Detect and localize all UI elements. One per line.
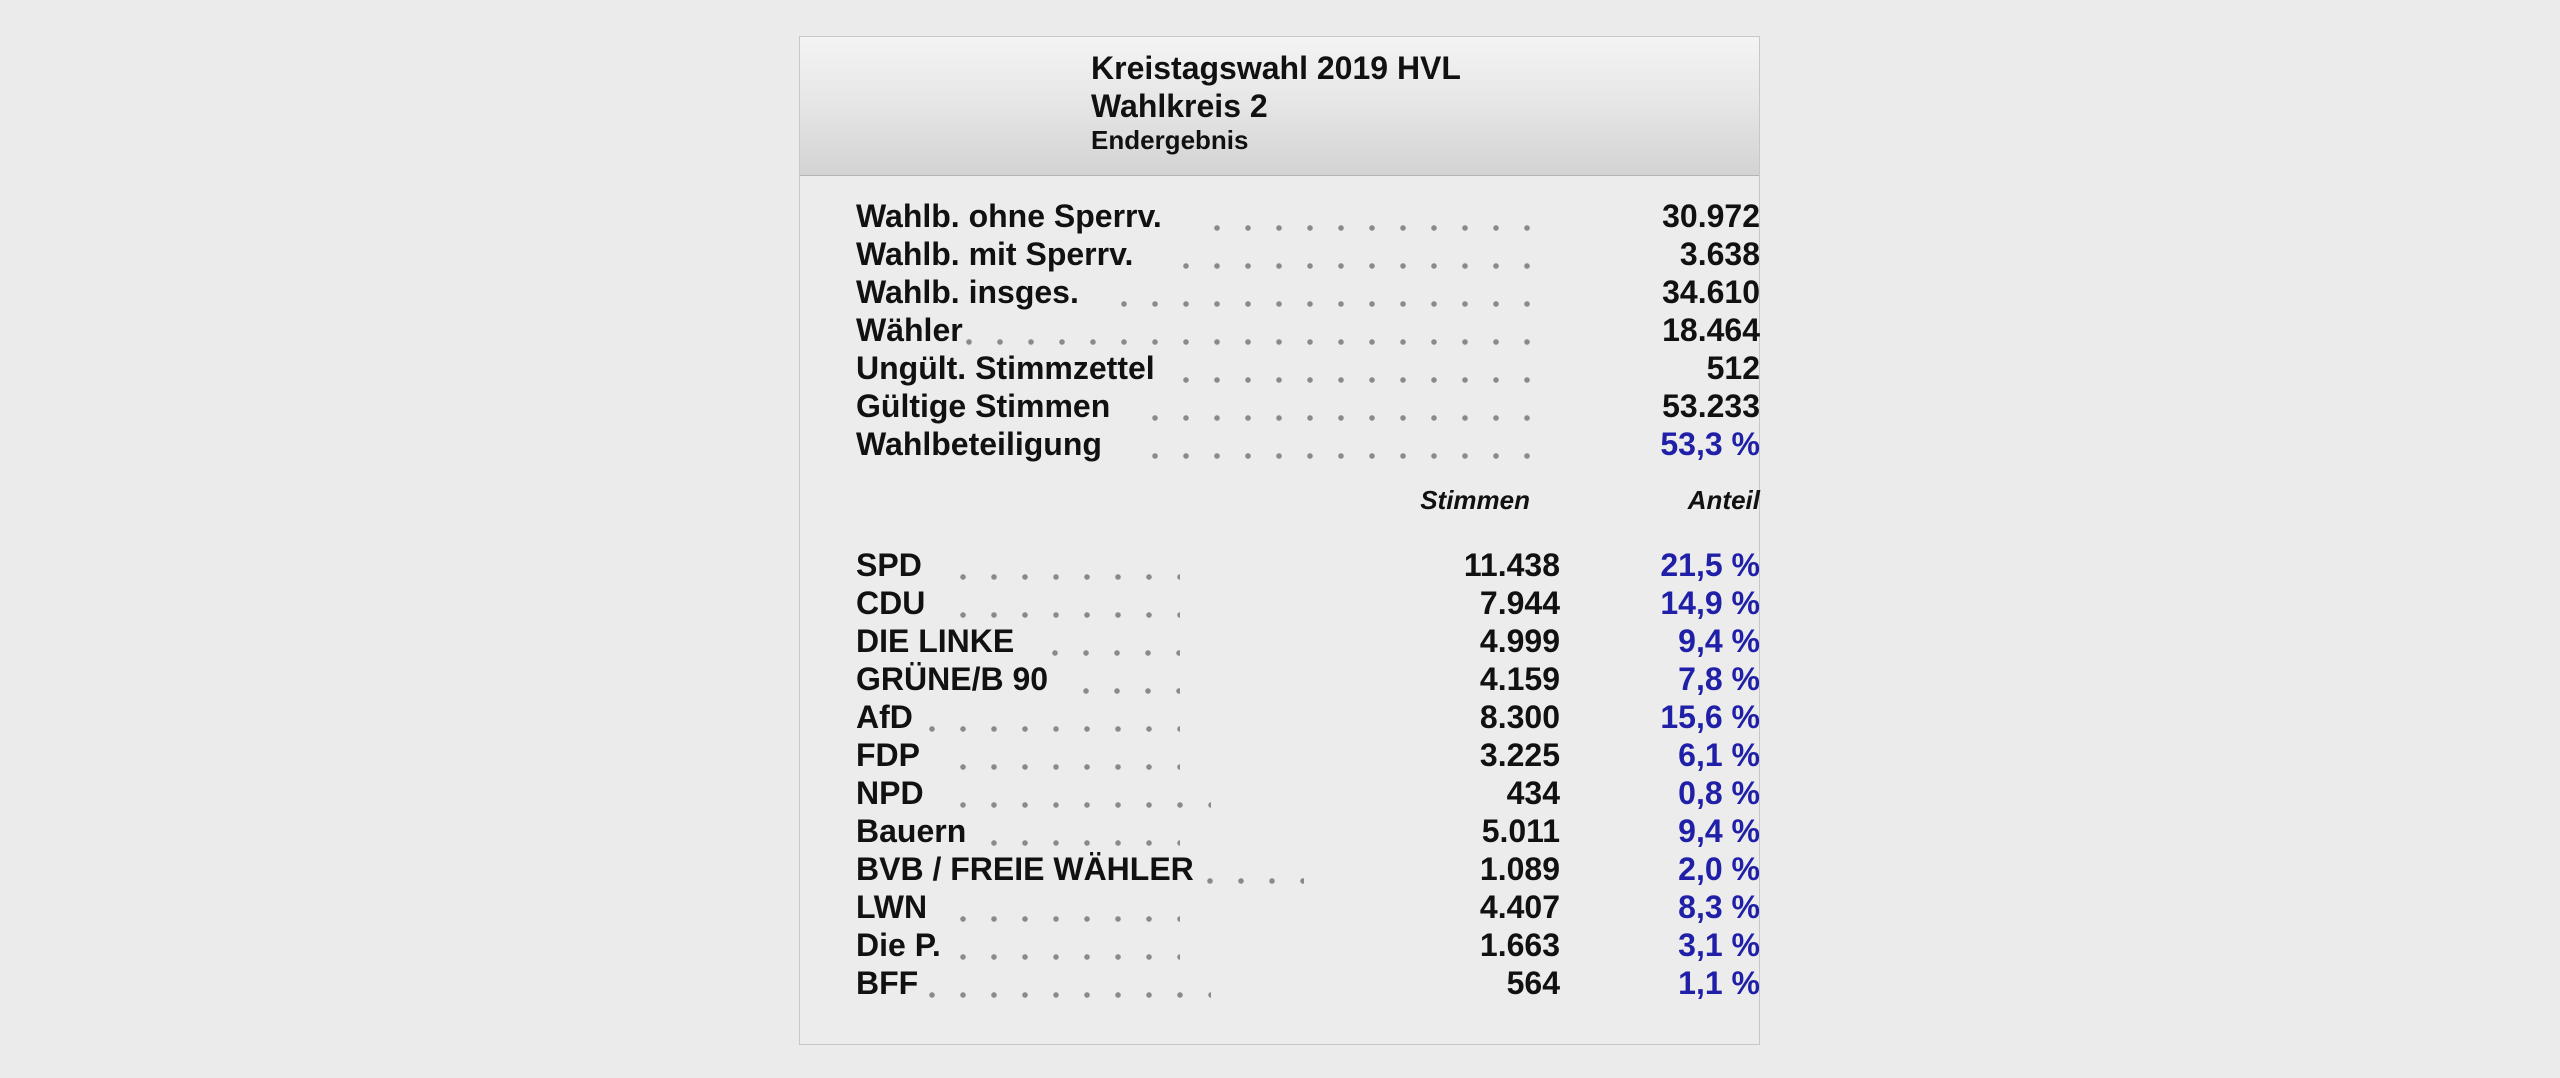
party-votes: 4.159 [1479,661,1560,697]
party-share: 3,1 % [1678,927,1760,963]
results-panel: Kreistagswahl 2019 HVL Wahlkreis 2 Ender… [799,36,1760,1045]
party-votes: 4.407 [1479,889,1560,925]
party-votes: 564 [1506,965,1560,1001]
summary-value: 30.972 [1662,198,1760,234]
party-share: 9,4 % [1678,623,1760,659]
party-share: 2,0 % [1678,851,1760,887]
party-votes: 7.944 [1479,585,1560,621]
leader-dots [1207,878,1304,884]
party-share: 6,1 % [1678,737,1760,773]
leader-dots [960,764,1180,770]
summary-label: Wähler [856,312,963,348]
election-title: Kreistagswahl 2019 HVL [1091,50,1461,86]
party-share: 1,1 % [1678,965,1760,1001]
party-name: CDU [856,585,926,621]
party-name: SPD [856,547,922,583]
header: Kreistagswahl 2019 HVL Wahlkreis 2 Ender… [800,37,1759,176]
party-votes: 3.225 [1479,737,1560,773]
leader-dots [1152,415,1554,421]
district-title: Wahlkreis 2 [1091,88,1268,124]
party-name: GRÜNE/B 90 [856,661,1049,697]
votes-column-header: Stimmen [1420,485,1530,515]
party-votes: 4.999 [1479,623,1560,659]
party-share: 0,8 % [1678,775,1760,811]
leader-dots [929,992,1211,998]
leader-dots [929,726,1180,732]
party-name: BVB / FREIE WÄHLER [856,851,1194,887]
party-name: LWN [856,889,928,925]
party-votes: 8.300 [1479,699,1560,735]
party-name: FDP [856,737,920,773]
party-name: Bauern [856,813,967,849]
party-name: AfD [856,699,913,735]
summary-label: Wahlb. ohne Sperrv. [856,198,1162,234]
leader-dots [966,339,1554,345]
leader-dots [1152,453,1554,459]
leader-dots [960,612,1180,618]
summary-value: 512 [1706,350,1760,386]
leader-dots [1183,377,1554,383]
summary-label: Wahlb. mit Sperrv. [856,236,1134,272]
party-votes: 434 [1506,775,1560,811]
leader-dots [1214,225,1554,231]
party-share: 7,8 % [1678,661,1760,697]
leader-dots [1183,263,1554,269]
party-votes: 1.663 [1479,927,1560,963]
leader-dots [1121,301,1554,307]
party-share: 14,9 % [1660,585,1760,621]
leader-dots [1083,688,1180,694]
summary-label: Wahlbeteiligung [856,426,1102,462]
party-votes: 5.011 [1481,813,1560,849]
summary-label: Gültige Stimmen [856,388,1111,424]
summary-value: 34.610 [1662,274,1760,310]
leader-dots [960,954,1180,960]
party-name: DIE LINKE [856,623,1015,659]
summary-label: Wahlb. insges. [856,274,1079,310]
summary-value: 3.638 [1679,236,1760,272]
result-status: Endergebnis [1091,125,1249,155]
leader-dots [991,840,1180,846]
share-column-header: Anteil [1687,485,1760,515]
party-share: 15,6 % [1660,699,1760,735]
leader-dots [960,916,1180,922]
turnout-value: 53,3 % [1660,426,1760,462]
party-votes: 1.089 [1479,851,1560,887]
leader-dots [1052,650,1180,656]
party-votes: 11.438 [1463,547,1560,583]
summary-value: 18.464 [1662,312,1760,348]
party-share: 9,4 % [1678,813,1760,849]
summary-value: 53.233 [1662,388,1760,424]
party-share: 8,3 % [1678,889,1760,925]
party-name: Die P. [856,927,941,963]
leader-dots [960,802,1211,808]
party-name: NPD [856,775,924,811]
party-share: 21,5 % [1660,547,1760,583]
summary-label: Ungült. Stimmzettel [856,350,1155,386]
party-name: BFF [856,965,919,1001]
leader-dots [960,574,1180,580]
